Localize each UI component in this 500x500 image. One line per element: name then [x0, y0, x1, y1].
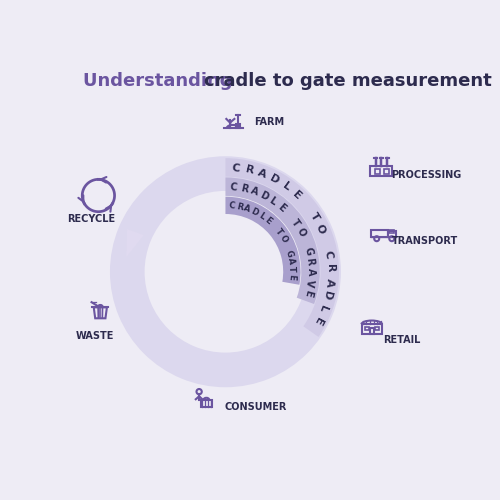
- Text: D: D: [258, 190, 270, 202]
- Bar: [362, 324, 382, 334]
- Text: T: T: [287, 266, 296, 272]
- Text: O: O: [294, 226, 307, 238]
- Text: A: A: [306, 268, 316, 276]
- Text: R: R: [324, 264, 335, 273]
- Text: L: L: [268, 195, 278, 207]
- Text: L: L: [280, 181, 292, 193]
- Text: E: E: [311, 316, 324, 327]
- Text: A: A: [249, 186, 260, 198]
- Wedge shape: [226, 178, 320, 304]
- Text: cradle to gate measurement: cradle to gate measurement: [204, 72, 492, 90]
- Text: D: D: [268, 173, 281, 186]
- Text: L: L: [257, 211, 266, 221]
- Bar: [236, 124, 240, 128]
- Bar: [384, 168, 389, 173]
- Text: G: G: [284, 249, 294, 258]
- Text: T: T: [274, 227, 284, 237]
- Bar: [388, 231, 396, 237]
- Text: R: R: [304, 258, 316, 266]
- Text: E: E: [302, 288, 314, 298]
- Bar: [370, 328, 374, 334]
- Text: E: E: [287, 274, 296, 280]
- Text: R: R: [240, 183, 249, 194]
- Text: C: C: [232, 162, 240, 173]
- Text: C: C: [230, 182, 237, 192]
- Text: O: O: [314, 222, 327, 235]
- Text: PROCESSING: PROCESSING: [391, 170, 461, 180]
- Text: R: R: [244, 164, 254, 176]
- Text: A: A: [256, 168, 268, 180]
- Text: T: T: [308, 211, 320, 223]
- Text: WASTE: WASTE: [76, 331, 114, 341]
- Wedge shape: [226, 196, 300, 285]
- Text: L: L: [317, 304, 329, 314]
- Text: E: E: [290, 190, 303, 202]
- Text: TRANSPORT: TRANSPORT: [392, 236, 458, 246]
- Text: RETAIL: RETAIL: [384, 336, 420, 345]
- Text: C: C: [323, 250, 334, 260]
- Text: C: C: [228, 201, 235, 210]
- Bar: [370, 166, 392, 176]
- Text: O: O: [278, 234, 289, 244]
- Text: R: R: [236, 202, 244, 212]
- Bar: [364, 327, 369, 330]
- Text: E: E: [276, 202, 287, 213]
- Bar: [374, 327, 379, 330]
- Bar: [371, 230, 388, 237]
- Bar: [375, 168, 380, 173]
- Wedge shape: [226, 158, 339, 337]
- Text: T: T: [289, 218, 301, 228]
- Text: G: G: [302, 246, 314, 256]
- Text: FARM: FARM: [254, 118, 284, 128]
- Text: A: A: [286, 258, 296, 265]
- Text: Understanding: Understanding: [83, 72, 239, 90]
- Polygon shape: [126, 229, 144, 257]
- Bar: [201, 400, 212, 407]
- Wedge shape: [110, 156, 341, 387]
- Text: RECYCLE: RECYCLE: [66, 214, 115, 224]
- Text: D: D: [250, 206, 260, 218]
- Text: D: D: [321, 290, 333, 302]
- Text: A: A: [324, 278, 334, 287]
- Text: V: V: [304, 278, 316, 287]
- Text: CONSUMER: CONSUMER: [224, 402, 287, 412]
- Text: A: A: [242, 204, 252, 214]
- Text: E: E: [263, 216, 273, 226]
- Bar: [390, 230, 394, 234]
